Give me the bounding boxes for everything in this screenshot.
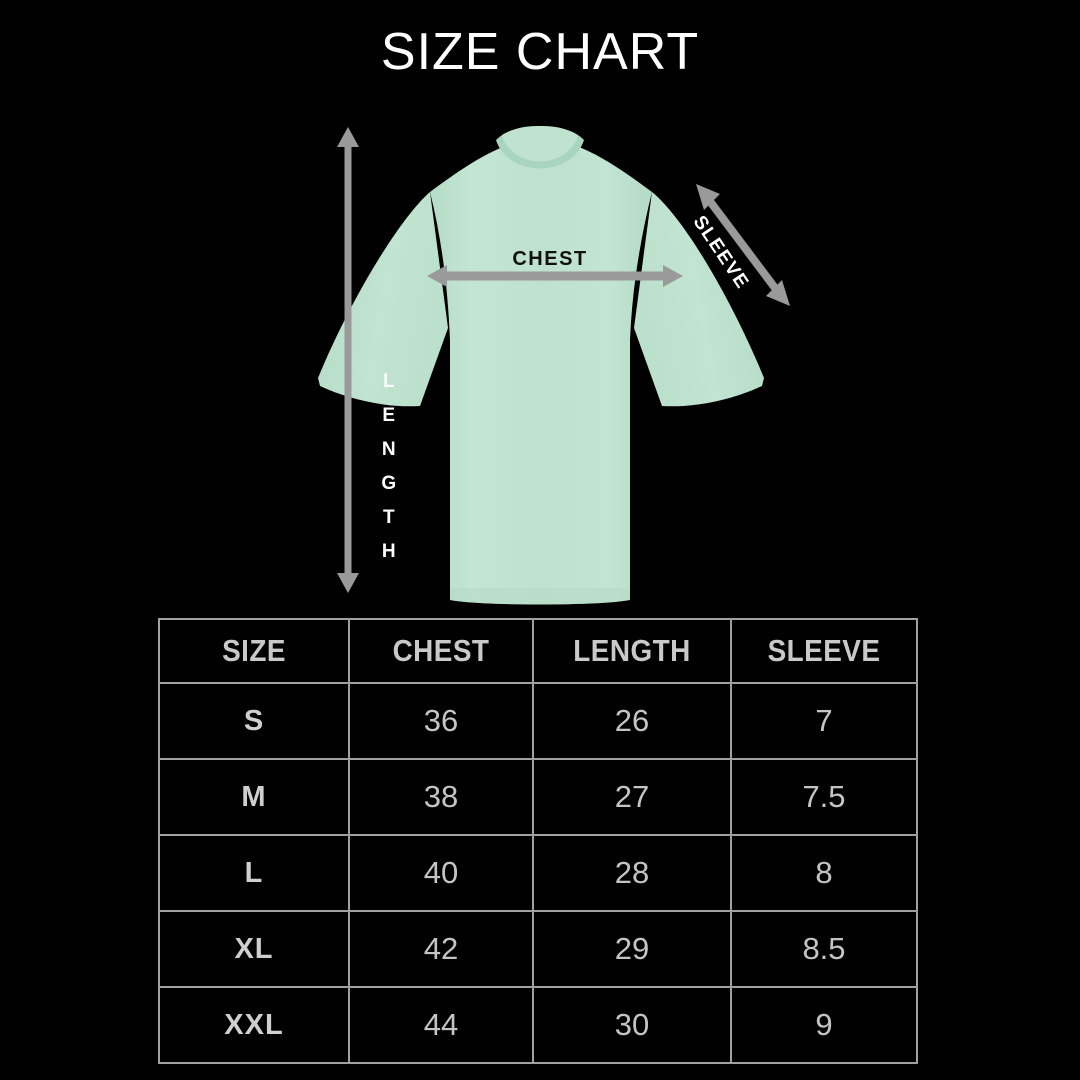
cell-size: XXL: [158, 986, 350, 1064]
cell-sleeve: 7.5: [730, 758, 918, 836]
length-letter: E: [382, 405, 396, 426]
cell-sleeve: 8.5: [730, 910, 918, 988]
table-row: XL 42 29 8.5: [158, 910, 918, 988]
cell-length: 29: [532, 910, 732, 988]
cell-chest: 38: [348, 758, 534, 836]
cell-chest: 40: [348, 834, 534, 912]
column-header-sleeve: SLEEVE: [739, 618, 909, 684]
cell-chest: 42: [348, 910, 534, 988]
cell-size: L: [158, 834, 350, 912]
cell-sleeve: 7: [730, 682, 918, 760]
cell-chest: 44: [348, 986, 534, 1064]
table-row: S 36 26 7: [158, 682, 918, 760]
collar-inner: [502, 126, 578, 162]
length-letter: G: [381, 473, 397, 494]
cell-size: S: [158, 682, 350, 760]
cell-length: 28: [532, 834, 732, 912]
cell-size: M: [158, 758, 350, 836]
cell-length: 30: [532, 986, 732, 1064]
length-letter: N: [381, 439, 397, 460]
shirt-illustration: CHEST L E N G T H SLEEVE: [0, 100, 1080, 615]
column-header-chest: CHEST: [357, 618, 525, 684]
chest-arrow-icon: [427, 265, 683, 287]
cell-sleeve: 9: [730, 986, 918, 1064]
cell-length: 27: [532, 758, 732, 836]
table-row: M 38 27 7.5: [158, 758, 918, 836]
table-header-row: SIZE CHEST LENGTH SLEEVE: [159, 618, 917, 684]
size-chart-table: SIZE CHEST LENGTH SLEEVE S 36 26 7 M 38 …: [158, 618, 918, 1064]
length-letter: H: [381, 541, 397, 562]
shirt-body: [430, 142, 652, 605]
length-label: L E N G T H: [372, 365, 406, 569]
length-arrow-icon: [337, 127, 359, 593]
table-row: L 40 28 8: [158, 834, 918, 912]
cell-length: 26: [532, 682, 732, 760]
cell-chest: 36: [348, 682, 534, 760]
length-letter: L: [382, 371, 396, 392]
cell-sleeve: 8: [730, 834, 918, 912]
page-title: SIZE CHART: [380, 23, 700, 81]
table-row: XXL 44 30 9: [158, 986, 918, 1064]
column-header-size: SIZE: [167, 618, 341, 684]
length-letter: T: [382, 507, 396, 528]
chest-label: CHEST: [512, 248, 588, 270]
hem-shadow: [450, 588, 630, 605]
right-sleeve: [634, 192, 764, 407]
sleeve-arrow-icon: [696, 184, 790, 306]
column-header-length: LENGTH: [542, 618, 722, 684]
cell-size: XL: [158, 910, 350, 988]
